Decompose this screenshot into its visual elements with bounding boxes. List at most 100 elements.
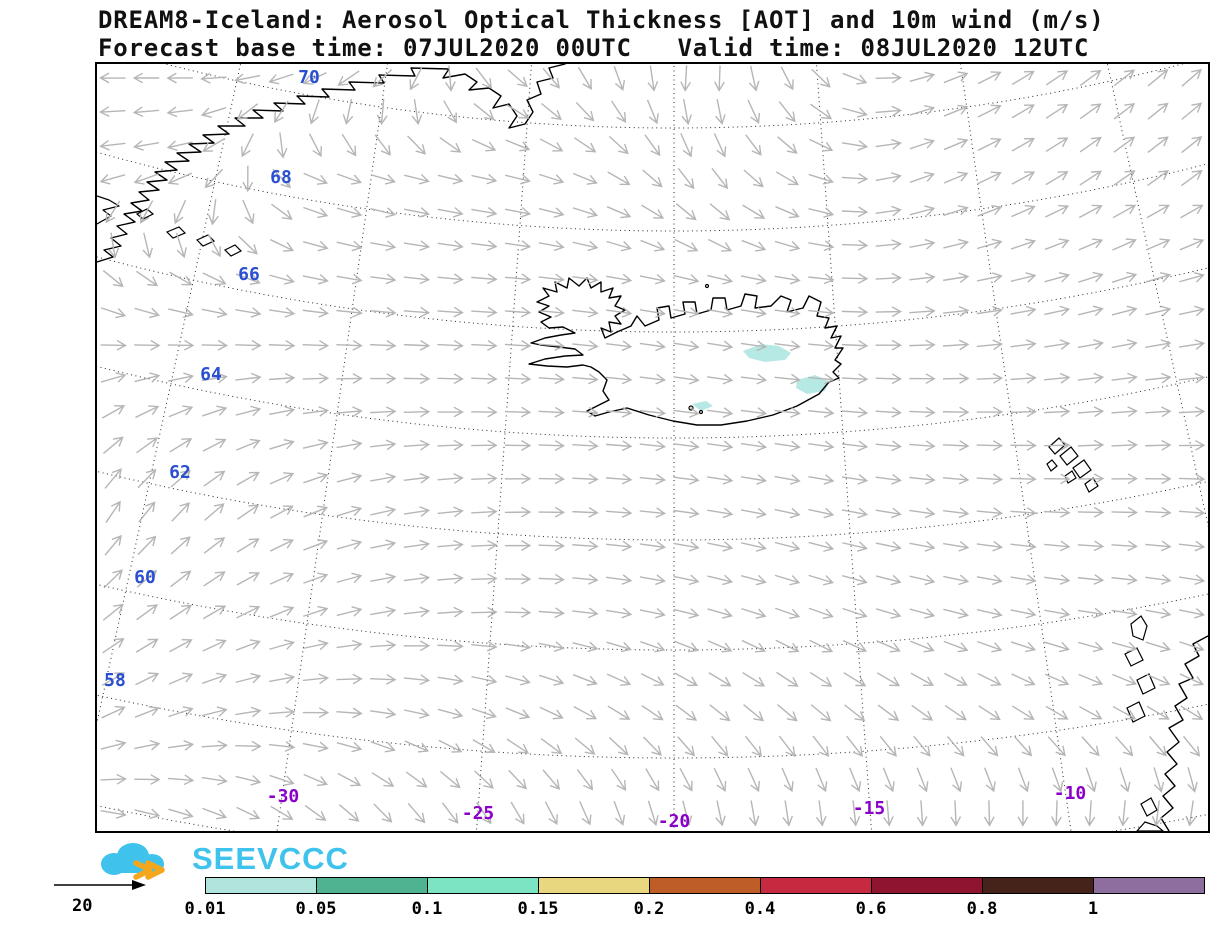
wind-arrow xyxy=(134,372,161,383)
wind-arrow xyxy=(166,72,193,84)
wind-arrow xyxy=(403,406,431,418)
wind-arrow xyxy=(778,735,796,758)
wind-arrow xyxy=(875,272,903,284)
wind-arrow xyxy=(943,138,969,151)
wind-arrow xyxy=(137,468,157,489)
wind-arrow xyxy=(370,606,397,617)
wind-arrow xyxy=(437,506,464,518)
wind-arrow xyxy=(302,741,329,753)
latitude-circle-70 xyxy=(165,64,1183,128)
wind-arrow xyxy=(1011,171,1036,185)
wind-arrow xyxy=(841,140,869,151)
wind-arrow xyxy=(607,171,631,186)
wind-arrow xyxy=(1181,68,1202,87)
wind-arrow xyxy=(169,604,193,620)
wind-arrow xyxy=(235,775,262,786)
wind-arrow xyxy=(946,736,965,757)
wind-arrow xyxy=(841,306,869,318)
wind-arrow xyxy=(740,474,768,485)
wind-arrow xyxy=(370,673,397,685)
wind-arrow xyxy=(104,534,122,556)
colorbar-label-0.01: 0.01 xyxy=(184,899,226,919)
wind-arrow xyxy=(841,406,869,418)
wind-arrow xyxy=(105,200,121,224)
wind-arrow xyxy=(681,800,693,827)
wind-arrow xyxy=(639,440,667,452)
wind-arrow xyxy=(241,133,254,158)
wind-arrow xyxy=(303,605,329,617)
wind-arrow xyxy=(606,240,632,252)
wind-arrow xyxy=(201,774,228,786)
wind-arrow xyxy=(409,66,423,91)
wind-arrow xyxy=(137,535,157,556)
wind-arrow xyxy=(842,541,868,552)
wind-arrow xyxy=(1113,69,1135,87)
wind-arrow xyxy=(269,572,295,585)
wind-arrow xyxy=(740,273,767,285)
wind-arrow xyxy=(639,340,666,352)
wind-arrow xyxy=(1178,540,1206,552)
wind-arrow xyxy=(916,767,929,793)
wind-arrow xyxy=(99,106,126,118)
wind-arrow xyxy=(808,173,834,185)
wind-arrow xyxy=(1178,339,1206,350)
aot-patch xyxy=(796,375,829,394)
wind-arrow xyxy=(437,273,464,285)
wind-arrow xyxy=(707,274,734,285)
wind-arrow xyxy=(235,438,261,451)
wind-arrow xyxy=(337,70,360,86)
wind-arrow xyxy=(370,707,397,719)
wind-arrow xyxy=(842,574,868,586)
wind-arrow xyxy=(909,171,935,183)
wind-arrow xyxy=(1079,705,1103,720)
wind-arrow xyxy=(1011,673,1036,686)
wind-arrow xyxy=(139,200,154,224)
wind-arrow xyxy=(236,103,259,120)
wind-arrow xyxy=(101,405,126,419)
wind-arrow xyxy=(572,674,598,686)
wind-arrow xyxy=(371,772,395,787)
wind-arrow xyxy=(875,239,902,250)
wind-arrow xyxy=(202,807,228,820)
wind-arrow xyxy=(303,505,329,518)
aot-patch xyxy=(743,344,791,362)
wind-arrow xyxy=(742,204,766,219)
wind-arrow xyxy=(270,505,294,519)
wind-arrow xyxy=(943,104,969,117)
wind-arrow xyxy=(471,473,498,485)
wind-arrow xyxy=(538,173,565,185)
wind-arrow xyxy=(136,569,158,588)
wind-arrow xyxy=(201,307,228,318)
wind-arrow xyxy=(639,373,667,385)
wind-arrow xyxy=(645,768,660,792)
wind-arrow xyxy=(841,440,869,452)
colorbar-segment-5 xyxy=(760,877,872,894)
wind-arrow xyxy=(812,735,830,758)
wind-arrow xyxy=(1111,641,1138,653)
wind-arrow xyxy=(977,71,1002,85)
wind-arrow xyxy=(370,273,397,285)
wind-arrow xyxy=(302,707,330,719)
colorbar-label-0.05: 0.05 xyxy=(295,899,337,919)
wind-arrow xyxy=(336,406,363,417)
wind-arrow xyxy=(808,541,835,552)
wind-arrow xyxy=(776,671,799,687)
wind-arrow xyxy=(1078,641,1104,653)
wind-arrow xyxy=(777,136,798,154)
wind-arrow xyxy=(977,171,1002,185)
scotland-coastline xyxy=(1160,635,1208,831)
wind-arrow xyxy=(437,306,464,318)
wind-arrow xyxy=(203,571,226,587)
wind-arrow xyxy=(673,608,700,619)
wind-arrow xyxy=(639,540,666,552)
wind-arrow xyxy=(236,605,261,619)
wind-arrow xyxy=(168,372,195,384)
wind-arrow xyxy=(977,138,1002,152)
wind-arrow xyxy=(439,137,462,153)
wind-arrow xyxy=(171,502,191,522)
wind-arrow xyxy=(572,273,599,285)
map-subtitle: Forecast base time: 07JUL2020 00UTC Vali… xyxy=(98,34,1090,62)
wind-arrow xyxy=(707,340,734,352)
wind-arrow xyxy=(842,607,868,619)
wind-arrow xyxy=(639,507,667,519)
